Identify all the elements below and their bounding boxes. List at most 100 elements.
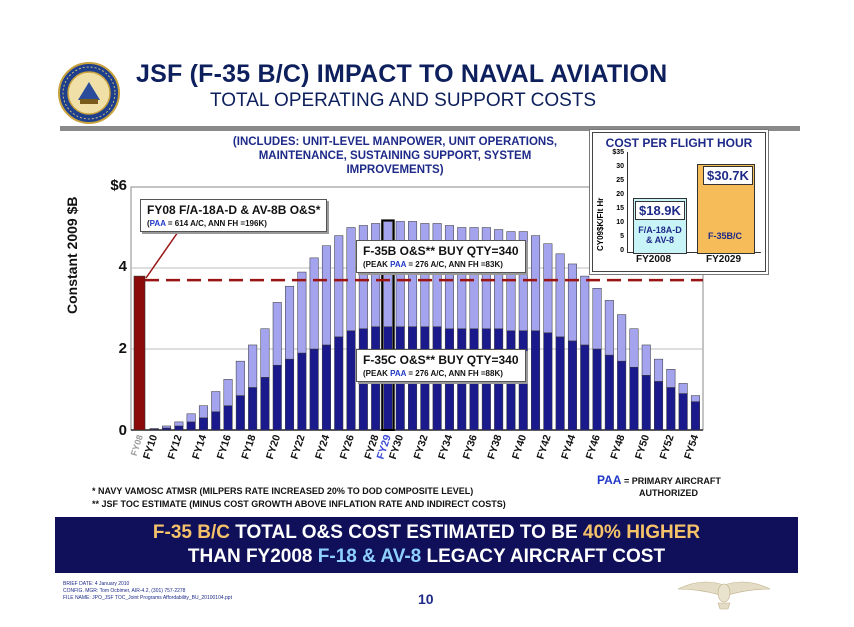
bar-f35b-fy37 bbox=[481, 227, 491, 329]
x-tick-label: FY48 bbox=[608, 433, 627, 461]
bar-f35b-fy33 bbox=[432, 223, 442, 327]
bar-f35b-fy30 bbox=[395, 221, 405, 327]
inset-y-tick: 10 bbox=[616, 219, 624, 226]
slide-footer: BRIEF DATE: 4 January 2010 CONFIG. MGR: … bbox=[63, 581, 232, 601]
inset-y-tick: 0 bbox=[620, 247, 624, 254]
bar-f35b-fy54 bbox=[690, 395, 700, 402]
footnote-2: ** JSF TOC ESTIMATE (MINUS COST GROWTH A… bbox=[92, 499, 506, 509]
bar-f35c-fy43 bbox=[555, 336, 565, 431]
bar-f35b-fy23 bbox=[309, 257, 319, 350]
inset-y-tick: 15 bbox=[616, 205, 624, 212]
bar-f35b-fy31 bbox=[408, 221, 418, 327]
inset-category: FY2029 bbox=[706, 254, 742, 265]
x-tick-label: FY38 bbox=[485, 433, 504, 461]
bar-f35b-fy25 bbox=[334, 235, 344, 338]
x-tick-label: FY52 bbox=[658, 433, 677, 461]
bar-f35b-fy42 bbox=[543, 243, 553, 334]
bar-f35c-fy12 bbox=[174, 425, 184, 431]
bar-f35b-fy24 bbox=[321, 245, 331, 346]
bar-f35b-fy34 bbox=[444, 225, 454, 330]
bar-f35b-fy52 bbox=[666, 369, 676, 388]
bar-legacy-fy08 bbox=[133, 275, 146, 431]
x-tick-label: FY22 bbox=[289, 433, 308, 461]
x-tick-label: FY50 bbox=[633, 433, 652, 461]
legacy-callout: FY08 F/A-18A-D & AV-8B O&S* (PAA = 614 A… bbox=[140, 199, 328, 232]
paa-definition: PAA = PRIMARY AIRCRAFT AUTHORIZED bbox=[597, 473, 721, 498]
x-tick-label: FY42 bbox=[535, 433, 554, 461]
inset-y-tick: 25 bbox=[616, 177, 624, 184]
bar-f35b-fy44 bbox=[567, 263, 577, 342]
x-tick-label: FY54 bbox=[682, 433, 701, 461]
bar-f35b-fy11 bbox=[162, 425, 172, 429]
bar-f35c-fy21 bbox=[285, 358, 295, 431]
bar-f35b-fy36 bbox=[469, 227, 479, 329]
bar-f35c-fy20 bbox=[272, 364, 282, 431]
bar-f35b-fy19 bbox=[260, 328, 270, 378]
bar-f35c-fy17 bbox=[235, 395, 245, 431]
bar-f35c-fy23 bbox=[309, 348, 319, 431]
bar-highlight-fy29 bbox=[381, 219, 395, 431]
bar-f35c-fy26 bbox=[346, 330, 356, 431]
inset-bar-label: F/A-18A-D & AV-8 bbox=[638, 225, 682, 245]
y-axis-label: Constant 2009 $B bbox=[64, 196, 80, 314]
bar-f35b-fy17 bbox=[235, 360, 245, 396]
bar-f35c-fy15 bbox=[211, 411, 221, 431]
inset-title: COST PER FLIGHT HOUR bbox=[605, 136, 753, 150]
bar-f35b-fy50 bbox=[641, 344, 651, 376]
x-tick-label: FY24 bbox=[313, 433, 332, 461]
bar-f35b-fy47 bbox=[604, 300, 614, 356]
y-tick-label: $6 bbox=[110, 177, 127, 194]
inset-category: FY2008 bbox=[636, 254, 672, 265]
includes-note: (INCLUDES: UNIT-LEVEL MANPOWER, UNIT OPE… bbox=[232, 136, 558, 176]
bar-f35b-fy14 bbox=[198, 405, 208, 419]
bar-f35b-fy53 bbox=[678, 383, 688, 394]
bar-f35c-fy42 bbox=[543, 332, 553, 431]
bar-f35b-fy32 bbox=[420, 223, 430, 327]
bar-f35b-fy43 bbox=[555, 253, 565, 338]
f35c-callout: F-35C O&S** BUY QTY=340 (PEAK PAA = 276 … bbox=[356, 349, 526, 382]
inset-y-label: CY09$K/Flt Hr bbox=[596, 197, 605, 251]
navy-seal-logo bbox=[58, 62, 120, 124]
bar-f35c-fy51 bbox=[654, 381, 664, 431]
f35b-callout: F-35B O&S** BUY QTY=340 (PEAK PAA = 276 … bbox=[356, 240, 526, 273]
bar-f35c-fy49 bbox=[629, 366, 639, 431]
x-tick-label: FY14 bbox=[190, 433, 209, 461]
inset-y-axis bbox=[627, 152, 628, 252]
inset-y-tick: 20 bbox=[616, 191, 624, 198]
page-number: 10 bbox=[418, 591, 434, 607]
inset-value-fy2029: $30.7K bbox=[703, 166, 753, 185]
naval-aviator-wings-icon bbox=[677, 581, 771, 610]
conclusion-banner: F-35 B/C TOTAL O&S COST ESTIMATED TO BE … bbox=[55, 517, 798, 573]
bar-f35b-fy26 bbox=[346, 227, 356, 332]
bar-f35c-fy16 bbox=[223, 405, 233, 431]
bar-f35c-fy19 bbox=[260, 377, 270, 431]
x-tick-label: FY46 bbox=[584, 433, 603, 461]
slide-subtitle: TOTAL OPERATING AND SUPPORT COSTS bbox=[210, 90, 597, 111]
bar-f35c-fy50 bbox=[641, 375, 651, 431]
bar-f35b-fy27 bbox=[358, 225, 368, 330]
inset-y-tick: $35 bbox=[612, 149, 624, 156]
bar-f35b-fy28 bbox=[371, 223, 381, 327]
bar-f35b-fy48 bbox=[617, 314, 627, 362]
chart-x-ticks: FY10 FY12 FY14 FY16 FY18 FY20 FY22 FY24 FY26 FY28… bbox=[129, 433, 702, 461]
bar-f35b-fy22 bbox=[297, 271, 307, 354]
inset-value-fy2008: $18.9K bbox=[635, 201, 685, 220]
bar-f35c-fy13 bbox=[186, 421, 196, 431]
bar-f35b-fy35 bbox=[457, 227, 467, 329]
bar-f35b-fy41 bbox=[531, 235, 541, 332]
bar-f35b-fy20 bbox=[272, 302, 282, 366]
y-tick-label: 0 bbox=[118, 422, 127, 439]
y-tick-label: 2 bbox=[118, 340, 127, 357]
bar-f35c-fy24 bbox=[321, 344, 331, 431]
bar-f35c-fy11 bbox=[162, 427, 172, 431]
cost-per-flight-hour-inset: COST PER FLIGHT HOUR CY09$K/Flt Hr $35 3… bbox=[592, 132, 766, 272]
bar-f35c-fy47 bbox=[604, 354, 614, 431]
x-tick-label: FY20 bbox=[264, 433, 283, 461]
bar-f35b-fy16 bbox=[223, 379, 233, 406]
bar-f35b-fy29 bbox=[383, 221, 393, 327]
bar-f35c-fy25 bbox=[334, 336, 344, 431]
y-tick-label: 4 bbox=[118, 258, 127, 275]
bar-f35c-fy14 bbox=[198, 417, 208, 431]
x-tick-label: FY16 bbox=[215, 433, 234, 461]
bar-f35c-fy52 bbox=[666, 387, 676, 431]
